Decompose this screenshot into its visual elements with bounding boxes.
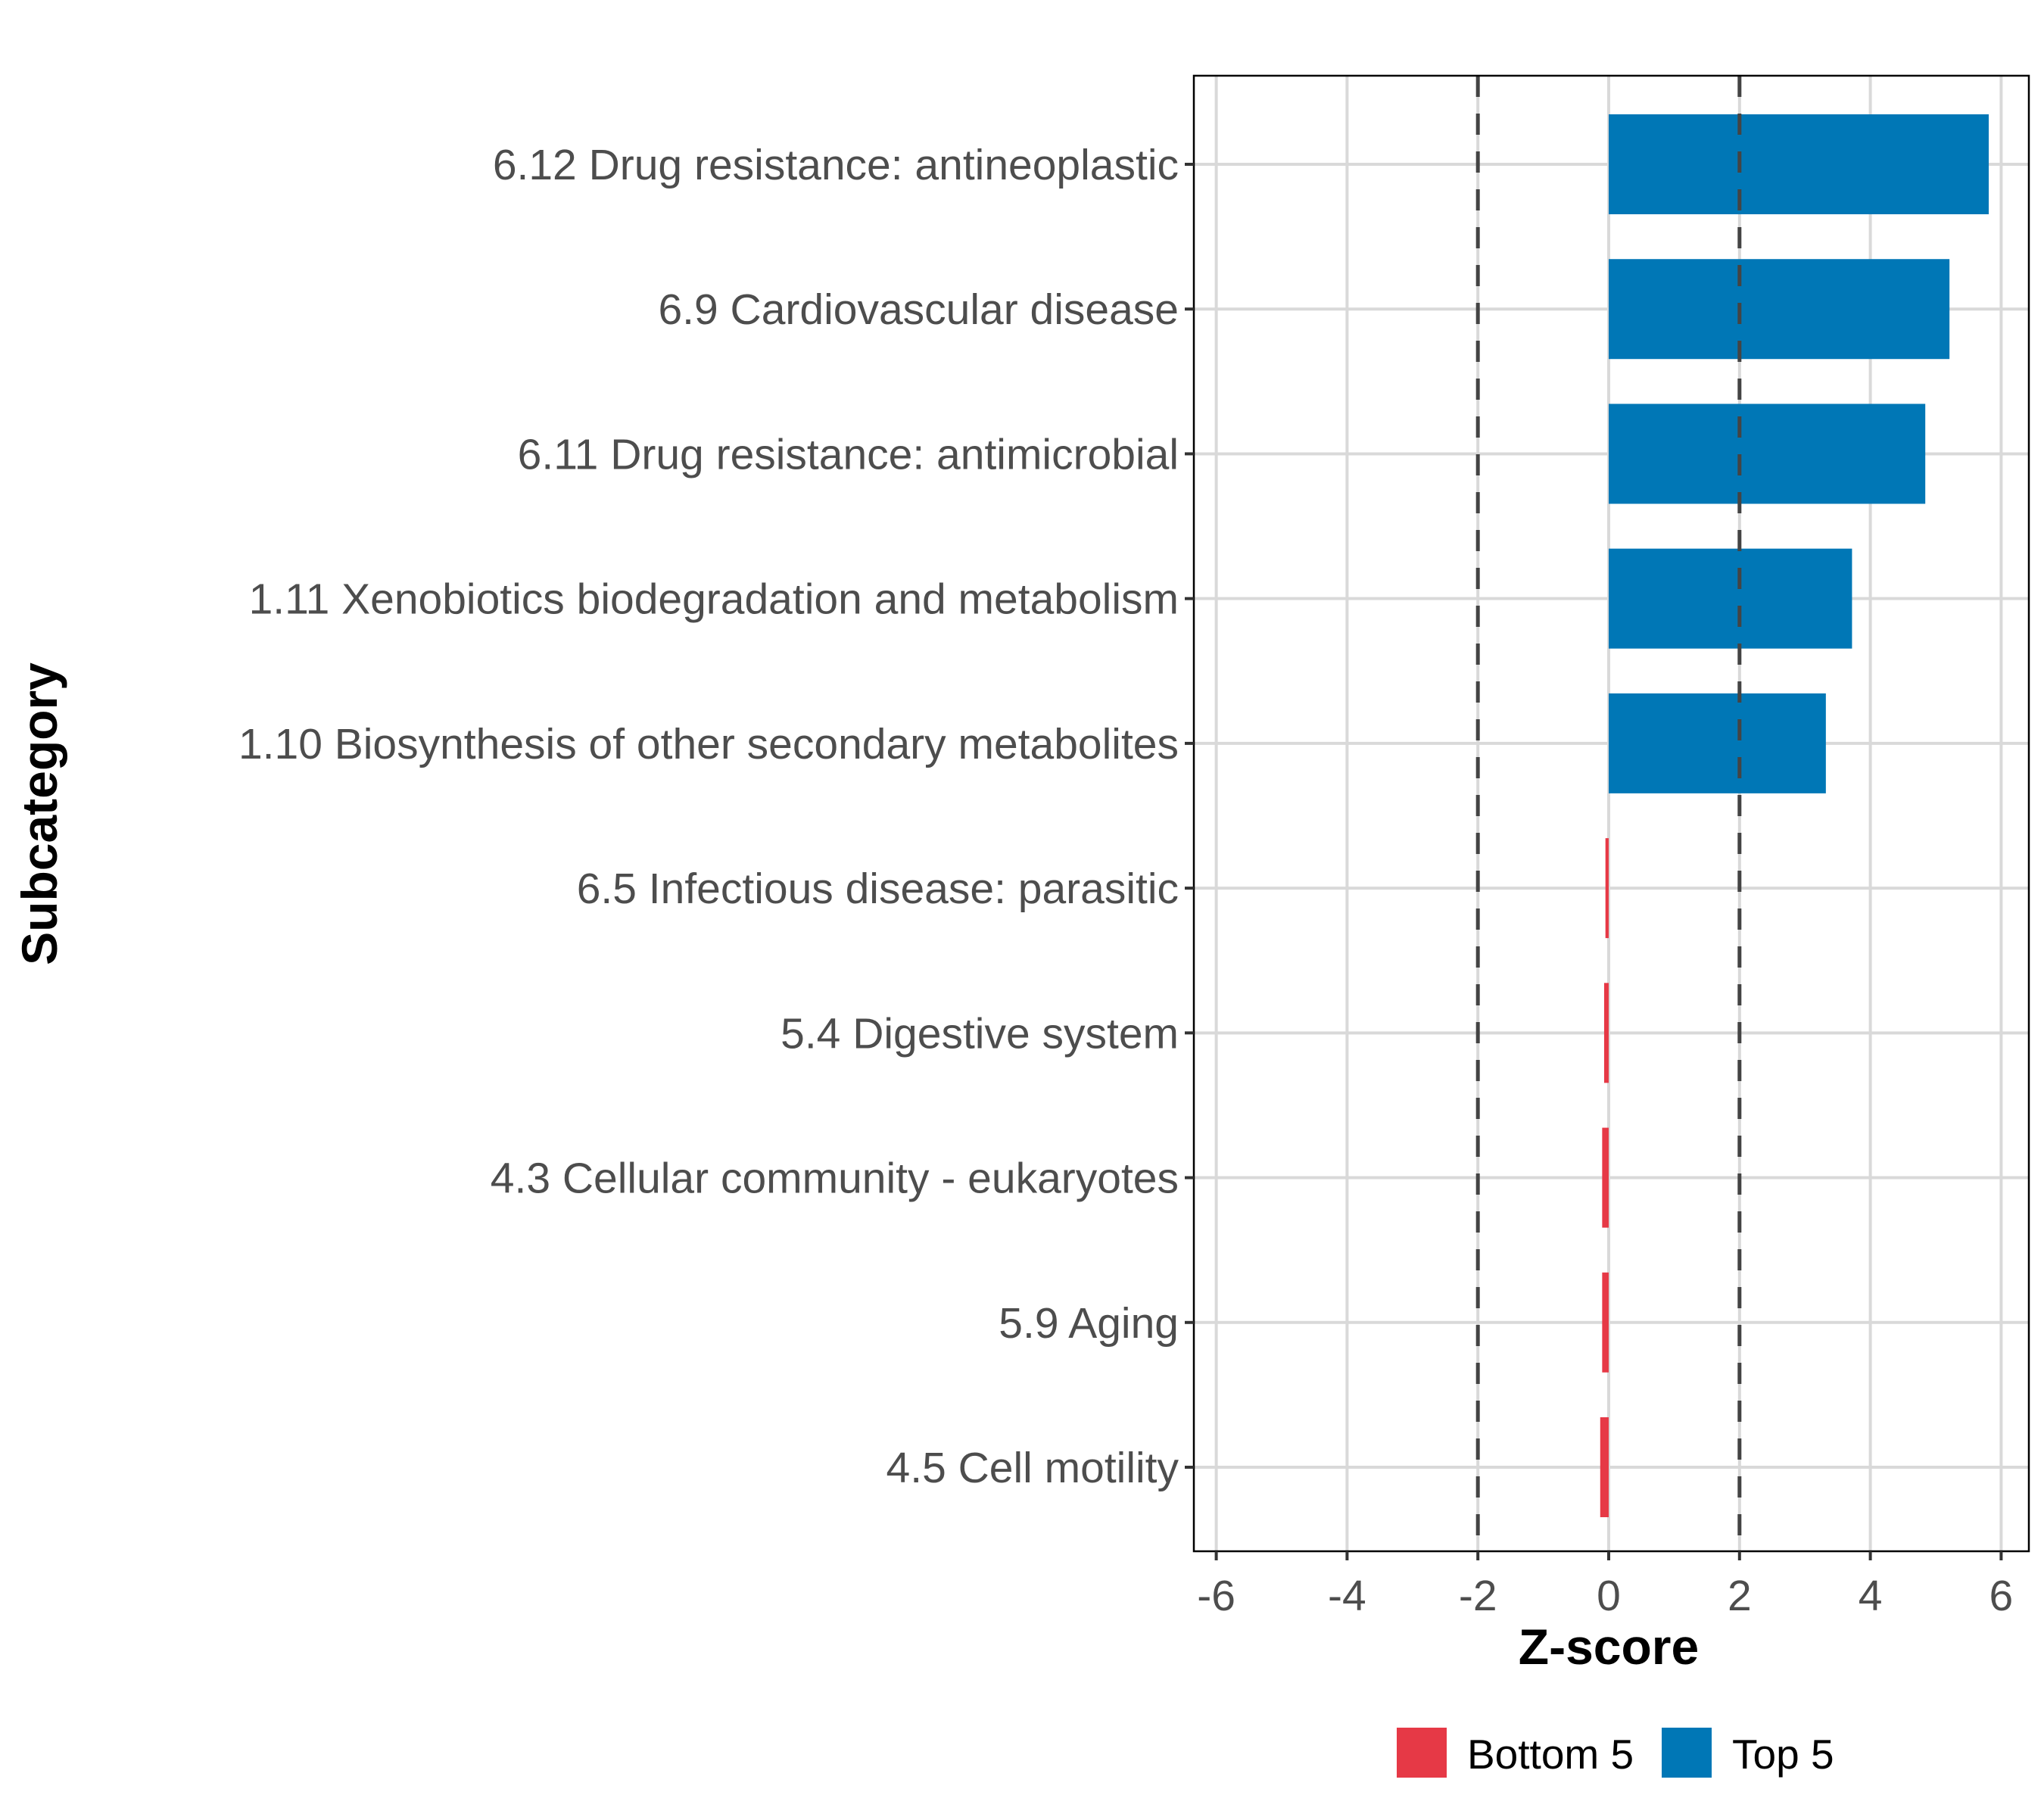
legend-label: Bottom 5 [1467,1731,1634,1778]
bar [1609,259,1950,360]
y-tick-label: 6.11 Drug resistance: antimicrobial [518,430,1179,478]
bar [1602,1272,1609,1373]
bar [1609,693,1826,793]
x-tick-label: -6 [1197,1572,1235,1620]
y-tick-label: 6.5 Infectious disease: parasitic [577,865,1179,913]
x-tick-label: -2 [1459,1572,1497,1620]
legend: Bottom 5 Top 5 [1397,1728,1834,1778]
x-tick-label: 4 [1859,1572,1883,1620]
y-tick-label: 1.11 Xenobiotics biodegradation and meta… [249,575,1179,624]
x-tick-label: 0 [1597,1572,1621,1620]
legend-swatch [1662,1728,1712,1778]
bar [1605,838,1609,939]
x-axis-title: Z-score [1519,1619,1699,1675]
bars [1600,114,1989,1517]
panel-border [1192,74,2030,1553]
bar [1609,404,1926,504]
bar [1603,983,1609,1083]
y-axis-title: Subcategory [11,662,67,965]
bar [1609,114,1989,214]
y-tick-label: 1.10 Biosynthesis of other secondary met… [238,720,1179,768]
x-axis-ticks: -6 -4 -2 0 2 4 6 [1197,1551,2013,1620]
y-tick-label: 5.9 Aging [999,1299,1179,1348]
legend-label: Top 5 [1732,1731,1834,1778]
y-axis-ticks: 6.12 Drug resistance: antineoplastic 6.9 … [238,141,1194,1492]
legend-swatch [1397,1728,1447,1778]
bar [1600,1417,1609,1517]
legend-item: Top 5 [1662,1728,1834,1778]
y-tick-label: 6.12 Drug resistance: antineoplastic [493,141,1179,189]
y-tick-label: 4.5 Cell motility [886,1444,1179,1492]
y-tick-label: 6.9 Cardiovascular disease [658,285,1179,334]
legend-item: Bottom 5 [1397,1728,1634,1778]
y-tick-label: 5.4 Digestive system [781,1009,1179,1058]
reference-lines [1475,76,1742,1551]
x-tick-label: 6 [1989,1572,2014,1620]
bar [1609,548,1852,649]
x-tick-label: -4 [1328,1572,1366,1620]
x-tick-label: 2 [1728,1572,1752,1620]
y-tick-label: 4.3 Cellular community - eukaryotes [491,1155,1179,1203]
bar [1602,1127,1609,1228]
